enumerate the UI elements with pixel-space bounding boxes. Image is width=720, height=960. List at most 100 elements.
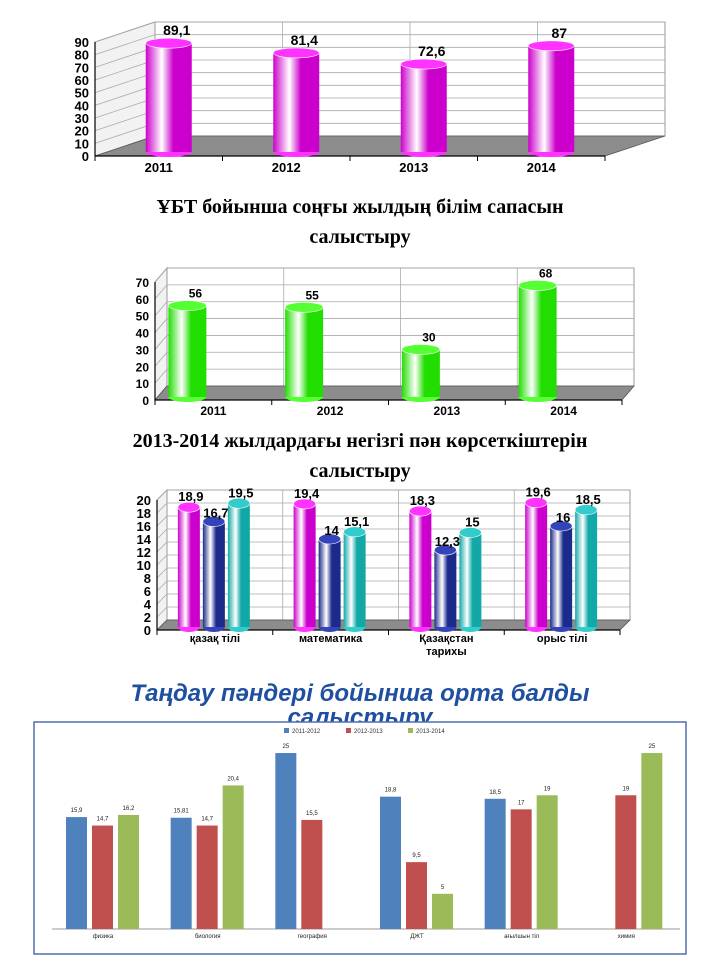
y-tick-label: 4 [144, 597, 152, 612]
bar [641, 753, 663, 929]
data-label: 15 [465, 515, 479, 530]
bar [518, 280, 557, 402]
y-tick-label: 16 [137, 519, 151, 534]
legend-label: 2012-2013 [354, 729, 383, 735]
data-label: 55 [305, 288, 319, 302]
legend-swatch [346, 728, 351, 733]
bar [202, 516, 226, 632]
data-label: 18,5 [575, 492, 600, 507]
x-tick-label: химия [618, 934, 635, 940]
x-tick-label: 2011 [145, 160, 173, 175]
x-tick-label: 2014 [527, 160, 557, 175]
y-tick-label: 14 [137, 532, 152, 547]
gridline [154, 267, 634, 283]
data-label: 72,6 [418, 43, 445, 59]
bar [574, 504, 598, 632]
gridline [156, 502, 630, 514]
heading-3-line-1: Таңдау пәндері бойынша орта балды [130, 680, 590, 707]
data-label: 81,4 [291, 32, 318, 48]
gridline [156, 489, 630, 501]
x-tick-label: 2013 [399, 160, 428, 175]
y-tick-label: 70 [75, 60, 89, 75]
gridline [94, 34, 665, 56]
bar [434, 544, 457, 632]
y-tick-label: 8 [144, 571, 151, 586]
y-tick-label: 10 [75, 136, 89, 151]
data-label: 17 [518, 800, 525, 806]
data-label: 25 [648, 744, 655, 750]
y-tick-label: 6 [144, 584, 151, 599]
data-label: 16 [556, 510, 570, 525]
y-tick-label: 70 [136, 276, 150, 290]
bar [343, 526, 366, 632]
bar [168, 300, 207, 402]
data-label: 19 [544, 786, 551, 792]
y-tick-label: 0 [144, 623, 151, 638]
data-label: 19,4 [294, 486, 320, 501]
y-tick-label: 20 [75, 124, 89, 139]
bar [92, 825, 113, 929]
y-tick-label: 40 [136, 327, 150, 341]
chart-frame [33, 721, 687, 955]
x-tick-label: 2014 [550, 404, 577, 418]
bar [318, 533, 341, 632]
data-label: 18,9 [178, 489, 203, 504]
data-label: 12,3 [435, 534, 460, 549]
bar [459, 527, 482, 632]
data-label: 14,7 [201, 817, 213, 823]
y-tick-label: 60 [75, 73, 89, 88]
bar [432, 893, 453, 929]
chart-4: 2011-2012 2012-2013 2013-2014 15,9 15,81 25 18… [33, 721, 687, 955]
x-tick-label: орыс тілі [537, 633, 588, 645]
data-label: 87 [551, 25, 567, 41]
x-tick-label: биология [195, 934, 221, 940]
x-tick-label: 2011 [200, 404, 226, 418]
x-tick-label: 2012 [317, 404, 344, 418]
data-label: 9,5 [412, 853, 421, 859]
data-label: 16,7 [203, 505, 228, 520]
bar [275, 753, 297, 929]
bar [615, 795, 637, 929]
y-tick-label: 30 [75, 111, 89, 126]
x-tick-label: география [298, 934, 327, 940]
data-label: 18,8 [385, 788, 397, 794]
bar [145, 37, 193, 157]
y-tick-label: 10 [136, 377, 150, 391]
heading-1-line-1: ҰБТ бойынша соңғы жылдың білім сапасын [156, 196, 564, 218]
bar [301, 819, 323, 929]
bar [118, 814, 139, 929]
y-tick-label: 12 [137, 545, 151, 560]
legend-label: 2013-2014 [416, 729, 445, 735]
gridline [154, 284, 634, 300]
y-tick-label: 0 [142, 394, 149, 408]
bar [401, 344, 441, 402]
heading-1-line-2: салыстыру [309, 226, 411, 248]
bar [177, 501, 201, 632]
x-tick-label: қазақ тілі [190, 633, 240, 645]
x-tick-label: 2013 [434, 404, 461, 418]
data-label: 56 [189, 287, 203, 301]
bar [510, 809, 532, 929]
bar [66, 817, 87, 929]
data-label: 19,5 [228, 485, 253, 500]
bar [272, 47, 320, 157]
y-tick-label: 20 [137, 493, 151, 508]
chart-2: 0 10 20 30 40 50 60 70 2011 2012 2013 2014 56 55 30 68 [136, 266, 635, 418]
bar [409, 505, 432, 632]
bar [524, 497, 548, 632]
bar [549, 520, 573, 632]
data-label: 18,3 [410, 493, 435, 508]
plot-side-wall [154, 266, 168, 402]
gridline [94, 21, 665, 43]
gridline [154, 351, 634, 367]
bar [536, 795, 558, 929]
x-tick-label: 2012 [272, 160, 301, 175]
y-tick-label: 30 [136, 343, 150, 357]
data-label: 14 [324, 523, 339, 538]
bar [293, 498, 316, 632]
bar [284, 301, 324, 402]
y-tick-label: 50 [136, 310, 150, 324]
data-label: 30 [422, 330, 436, 344]
x-tick-label: ағылшын тіл [504, 934, 540, 940]
